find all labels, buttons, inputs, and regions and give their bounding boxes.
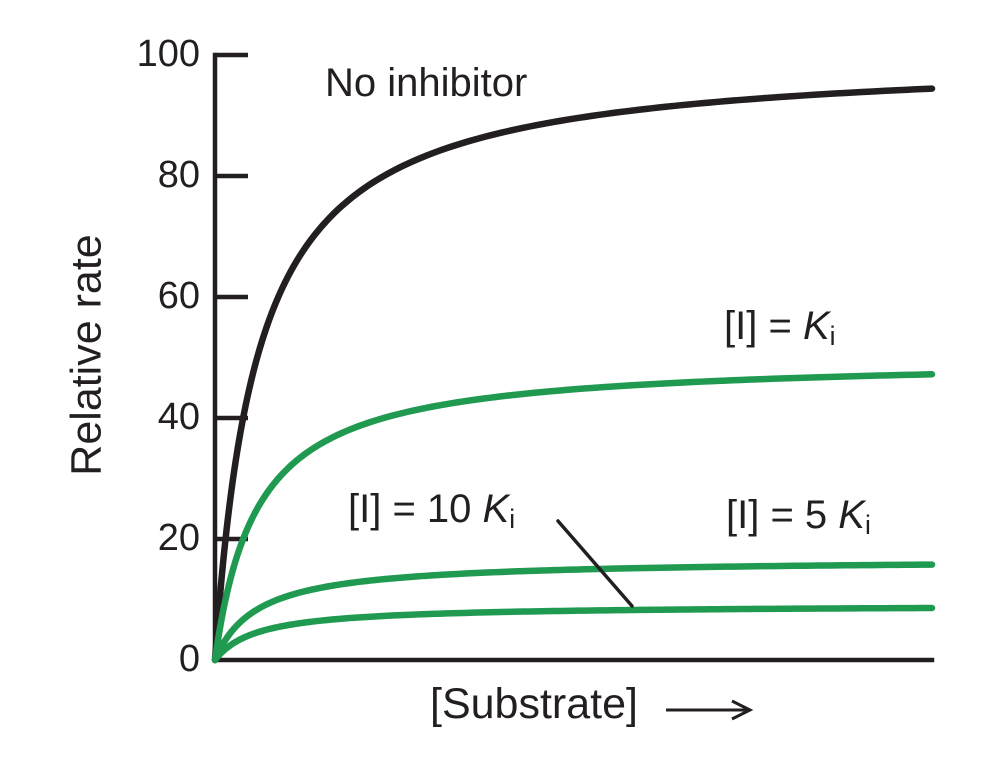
- curve-ki: [211, 371, 936, 664]
- ki-subscript: i: [864, 509, 871, 540]
- ki-symbol: K: [838, 493, 865, 537]
- series-label-no-inhibitor: No inhibitor: [325, 61, 528, 105]
- ki-subscript: i: [829, 320, 836, 351]
- y-tick-label-20: 20: [157, 517, 200, 560]
- label-text: [I] =: [724, 304, 803, 348]
- y-tick-label-0: 0: [178, 638, 200, 681]
- y-tick-label-60: 60: [157, 275, 200, 318]
- label-text: [I] = 10: [348, 487, 483, 531]
- ki-symbol: K: [482, 487, 510, 531]
- ki-symbol: K: [802, 304, 830, 348]
- y-tick-label-100: 100: [136, 33, 200, 76]
- curve-no-inhibitor: [211, 85, 936, 664]
- ki-subscript: i: [509, 503, 516, 534]
- label-text: [I] = 5: [726, 493, 839, 537]
- x-axis-title: [Substrate]: [430, 680, 754, 729]
- series-label-10ki: [I] = 10 Ki: [348, 486, 515, 532]
- curve-10ki: [211, 604, 936, 664]
- x-axis-text: [Substrate]: [430, 680, 638, 728]
- y-tick-label-40: 40: [157, 396, 200, 439]
- y-axis-title: Relative rate: [62, 234, 111, 476]
- series-label-ki: [I] = Ki: [724, 303, 836, 349]
- y-tick-label-80: 80: [157, 154, 200, 197]
- leader-line-10ki: [556, 519, 634, 608]
- right-arrow-icon: [665, 699, 754, 720]
- curve-5ki: [211, 561, 936, 664]
- series-label-5ki: [I] = 5 Ki: [726, 492, 871, 538]
